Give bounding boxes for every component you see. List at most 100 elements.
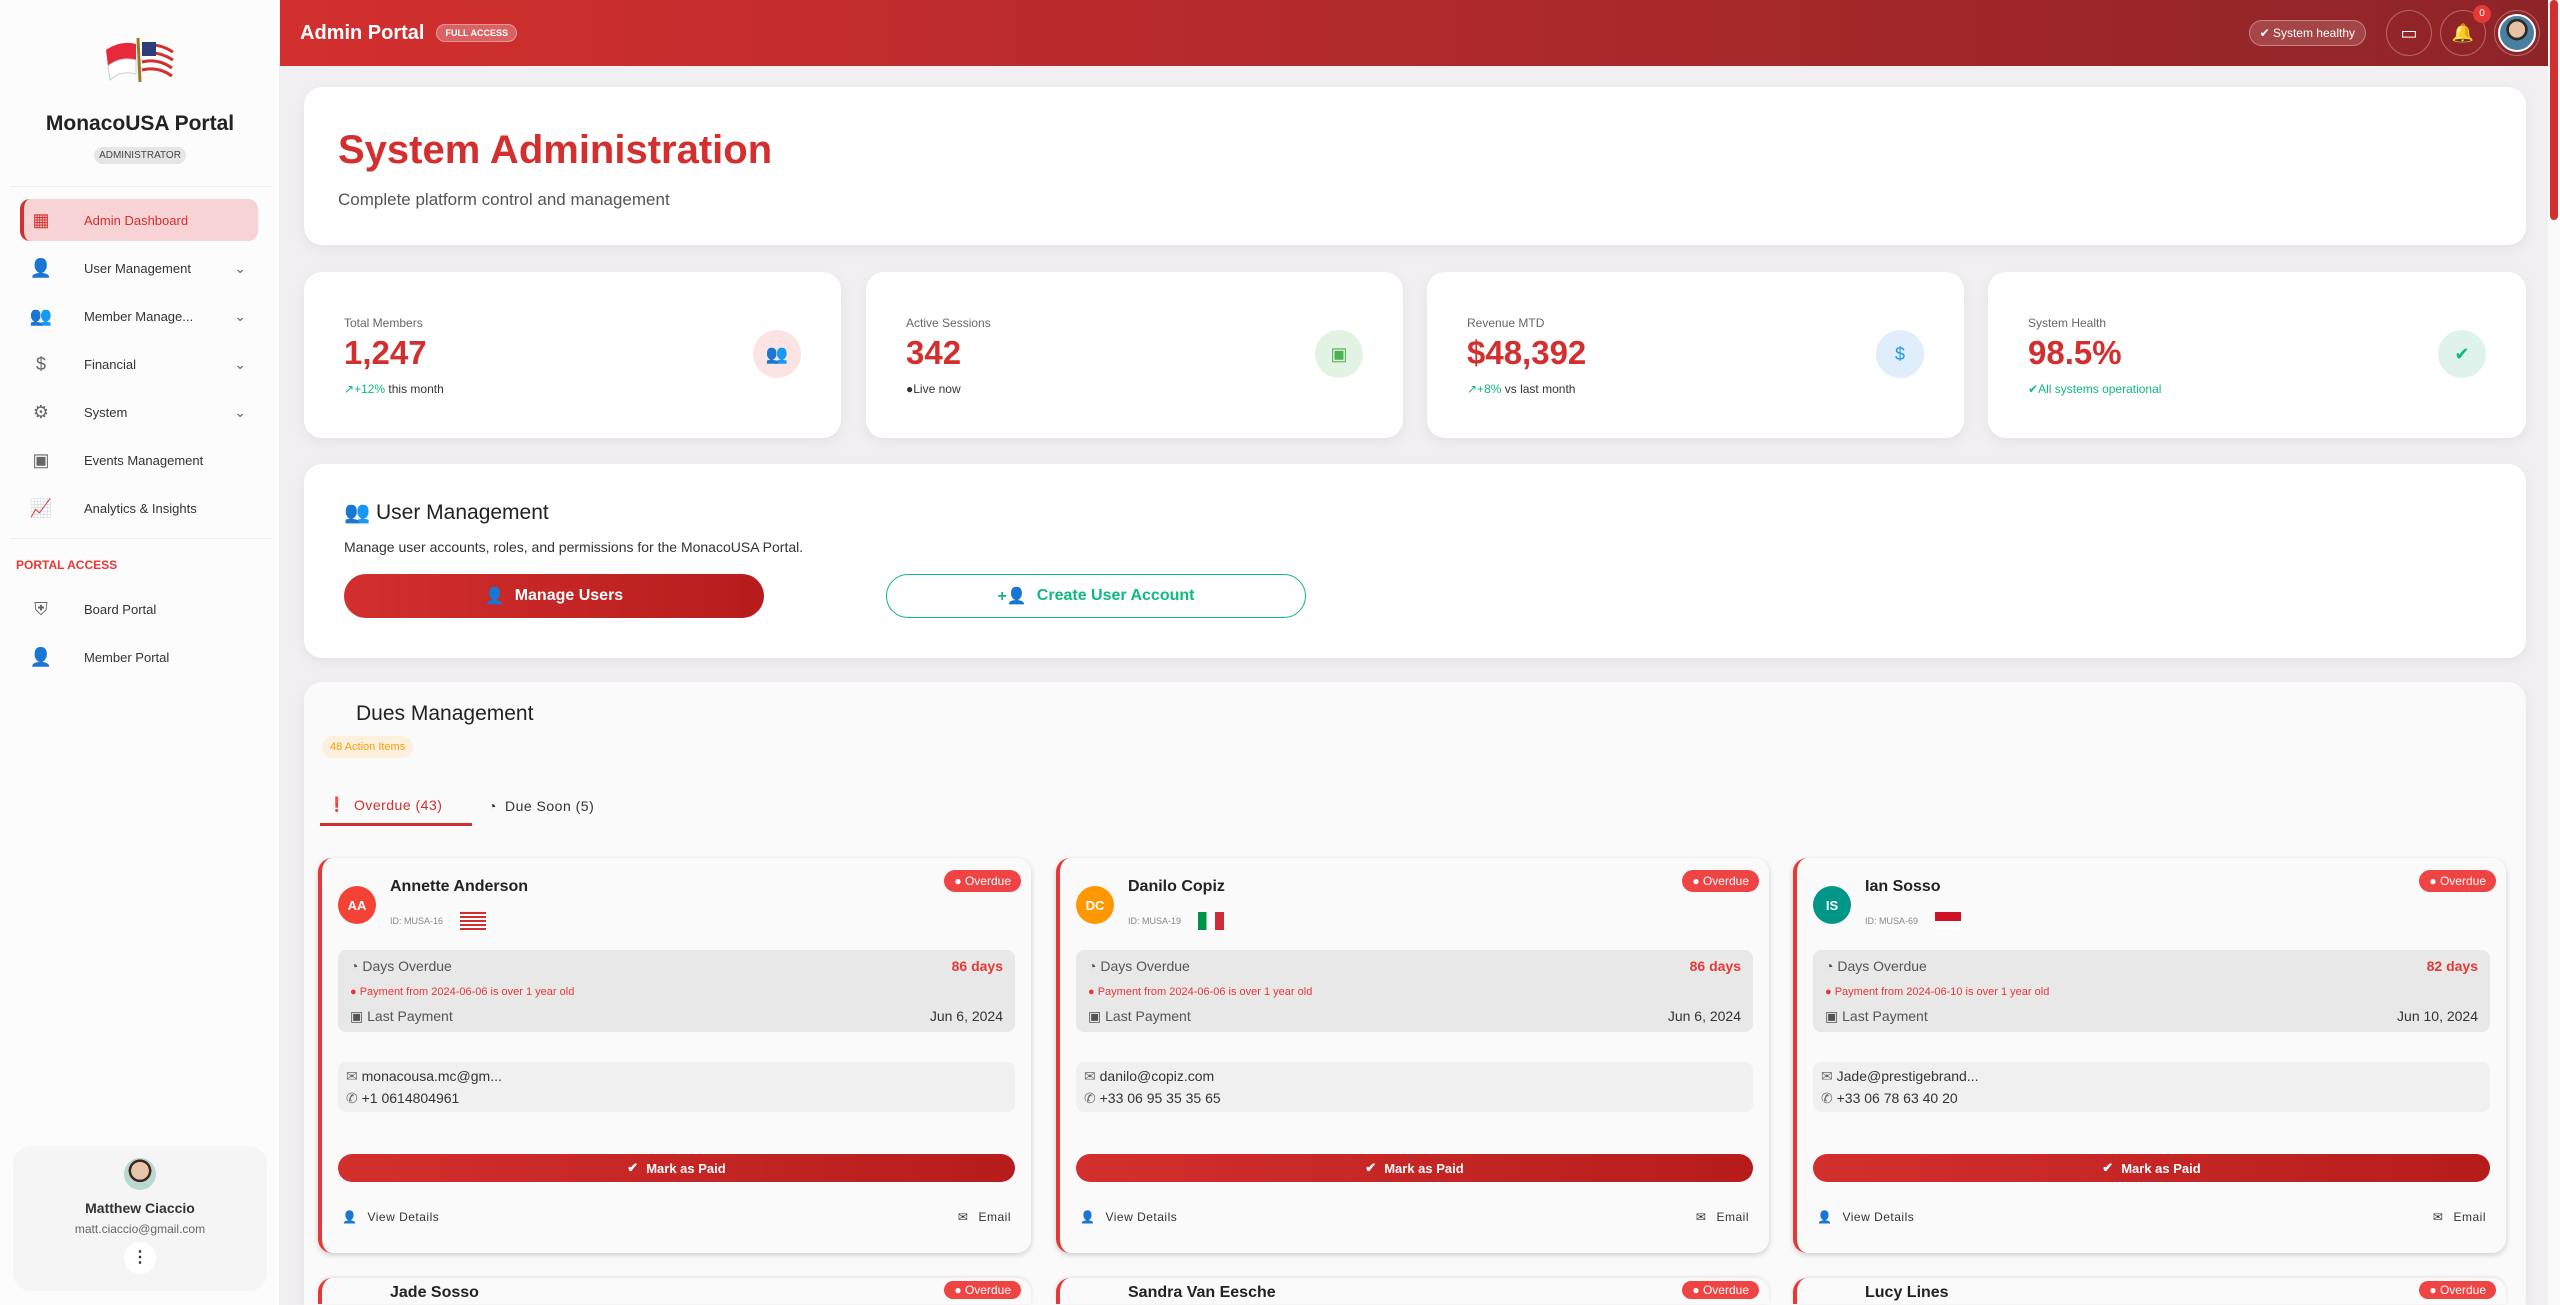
dues-member-card: Sandra Van Eesche ● Overdue <box>1056 1278 1769 1304</box>
sidebar-item-analytics[interactable]: 📈 Analytics & Insights <box>20 487 258 529</box>
user-avatar <box>124 1158 156 1190</box>
user-name: Matthew Ciaccio <box>85 1200 195 1216</box>
overdue-badge: ● Overdue <box>2419 1281 2496 1299</box>
sidebar-item-financial[interactable]: $ Financial ⌄ <box>20 343 258 385</box>
stat-sub: ↗+12% this month <box>344 382 444 396</box>
phone-text: +1 0614804961 <box>361 1090 460 1106</box>
payment-warning: ● Payment from 2024-06-10 is over 1 year… <box>1825 986 2049 999</box>
alert-icon: ● <box>350 986 360 998</box>
sidebar: MonacoUSA Portal ADMINISTRATOR ▦ Admin Da… <box>0 0 280 1305</box>
sidebar-item-label: Board Portal <box>84 601 157 617</box>
last-payment-value: Jun 10, 2024 <box>2397 1008 2478 1024</box>
clock-alert-icon: ◔ <box>1825 958 1838 974</box>
stat-card-system-health: System Health 98.5% ✔All systems operati… <box>1988 272 2526 438</box>
email-icon: ✉ <box>1821 1068 1837 1084</box>
button-label: Mark as Paid <box>2121 1160 2201 1176</box>
overdue-badge: ● Overdue <box>1682 1281 1759 1299</box>
sidebar-item-board-portal[interactable]: ⛨ Board Portal <box>20 588 258 630</box>
member-phone: ✆ +1 0614804961 <box>346 1090 459 1106</box>
stat-label: Total Members <box>344 316 423 330</box>
dashboard-icon: ▦ <box>32 209 50 230</box>
country-flag-icon <box>1935 912 1961 930</box>
avatar <box>2498 14 2536 52</box>
mark-as-paid-button[interactable]: ✔ Mark as Paid <box>338 1154 1015 1182</box>
tab-label: Overdue (43) <box>353 796 443 813</box>
email-icon: ✉ <box>1084 1068 1100 1084</box>
button-label: View Details <box>367 1210 440 1224</box>
sidebar-item-admin-dashboard[interactable]: ▦ Admin Dashboard <box>20 199 258 241</box>
view-details-button[interactable]: 👤 View Details <box>342 1210 439 1224</box>
profile-button[interactable] <box>2494 10 2540 56</box>
stat-label: Active Sessions <box>906 316 991 330</box>
badge-label: Overdue <box>2439 1283 2486 1297</box>
divider <box>10 538 272 539</box>
portal-access-label: PORTAL ACCESS <box>16 558 118 572</box>
notifications-button[interactable]: 🔔 0 <box>2440 5 2491 56</box>
chevron-down-icon: ⌄ <box>234 355 246 372</box>
payment-warning: ● Payment from 2024-06-06 is over 1 year… <box>350 986 574 999</box>
scrollbar[interactable] <box>2548 0 2560 1305</box>
more-vertical-icon[interactable]: ⋮ <box>124 1242 156 1274</box>
member-phone: ✆ +33 06 78 63 40 20 <box>1821 1090 1958 1106</box>
dues-member-card: Jade Sosso ● Overdue <box>318 1278 1031 1304</box>
button-label: Manage Users <box>514 587 624 604</box>
sidebar-item-user-management[interactable]: 👤 User Management ⌄ <box>20 247 258 289</box>
last-payment-label: ▣ Last Payment <box>350 1008 453 1024</box>
scrollbar-thumb[interactable] <box>2550 0 2558 220</box>
terminal-icon: ▭ <box>2400 23 2418 43</box>
tab-due-soon[interactable]: ◔ Due Soon (5) <box>488 786 594 826</box>
button-label: Email <box>2453 1210 2486 1224</box>
section-description: Manage user accounts, roles, and permiss… <box>344 539 804 555</box>
email-button[interactable]: ✉ Email <box>2433 1210 2486 1224</box>
sidebar-item-member-portal[interactable]: 👤 Member Portal <box>20 636 258 678</box>
brand-title: MonacoUSA Portal <box>45 112 235 135</box>
person-icon: 👤 <box>29 646 53 667</box>
stat-card-total-members: Total Members 1,247 ↗+12% this month 👥 <box>304 272 841 438</box>
system-health-chip[interactable]: ✔ System healthy <box>2248 20 2366 46</box>
mark-as-paid-button[interactable]: ✔ Mark as Paid <box>1076 1154 1753 1182</box>
person-icon: 👤 <box>1817 1210 1833 1224</box>
section-title: Dues Management <box>356 702 534 725</box>
last-payment-value: Jun 6, 2024 <box>929 1008 1003 1024</box>
sidebar-item-label: Member Portal <box>84 649 170 665</box>
check-circle-icon: ✔ <box>2102 1160 2114 1175</box>
system-health-label: System healthy <box>2272 26 2355 40</box>
contact-info: ✉ Jade@prestigebrand... ✆ +33 06 78 63 4… <box>1813 1062 2490 1112</box>
sidebar-item-system[interactable]: ⚙ System ⌄ <box>20 391 258 433</box>
payment-info: ◔ Days Overdue 86 days ● Payment from 202… <box>338 950 1015 1032</box>
email-button[interactable]: ✉ Email <box>1696 1210 1749 1224</box>
email-button[interactable]: ✉ Email <box>958 1210 1011 1224</box>
dollar-icon: $ <box>1876 330 1924 378</box>
email-text: Jade@prestigebrand... <box>1836 1068 1979 1084</box>
label-text: Days Overdue <box>362 958 452 974</box>
mark-as-paid-button[interactable]: ✔ Mark as Paid <box>1813 1154 2490 1182</box>
calendar-check-icon: ▣ <box>350 1008 368 1024</box>
create-user-account-button[interactable]: +👤 Create User Account <box>886 574 1306 618</box>
section-title-text: User Management <box>375 501 549 524</box>
tab-overdue[interactable]: ❗ Overdue (43) <box>320 786 472 826</box>
label-text: Last Payment <box>1842 1008 1928 1024</box>
phone-icon: ✆ <box>346 1090 362 1106</box>
tab-label: Due Soon (5) <box>504 798 595 814</box>
section-title: 👥 User Management <box>344 500 549 526</box>
member-email: ✉ Jade@prestigebrand... <box>1821 1068 1978 1084</box>
group-icon: 👥 <box>753 330 801 378</box>
terminal-button[interactable]: ▭ <box>2386 10 2432 56</box>
member-email: ✉ monacousa.mc@gm... <box>346 1068 502 1084</box>
action-items-badge: 48 Action Items <box>322 736 414 758</box>
check-circle-icon: ✔ <box>627 1160 639 1175</box>
contact-info: ✉ monacousa.mc@gm... ✆ +1 0614804961 <box>338 1062 1015 1112</box>
trend-up-icon: ↗ <box>1467 382 1478 396</box>
sidebar-item-events-management[interactable]: ▣ Events Management <box>20 439 258 481</box>
view-details-button[interactable]: 👤 View Details <box>1080 1210 1177 1224</box>
person-add-icon: +👤 <box>997 588 1027 605</box>
phone-icon: ✆ <box>1821 1090 1837 1106</box>
stat-card-active-sessions: Active Sessions 342 ●Live now ▣ <box>866 272 1403 438</box>
member-name: Sandra Van Eesche <box>1128 1284 1276 1301</box>
phone-text: +33 06 78 63 40 20 <box>1836 1090 1958 1106</box>
view-details-button[interactable]: 👤 View Details <box>1817 1210 1914 1224</box>
user-gear-icon: 👤 <box>484 588 505 605</box>
manage-users-button[interactable]: 👤 Manage Users <box>344 574 764 618</box>
sidebar-item-member-management[interactable]: 👥 Member Manage... ⌄ <box>20 295 258 337</box>
badge-label: Overdue <box>964 1283 1011 1297</box>
